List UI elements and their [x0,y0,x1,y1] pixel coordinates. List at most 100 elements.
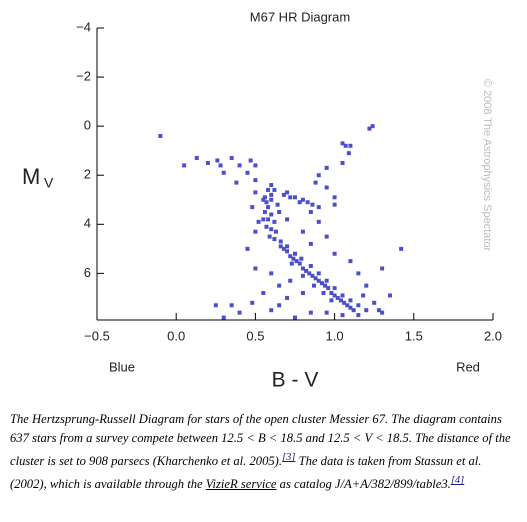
star-point [221,315,226,320]
caption: The Hertzsprung-Russell Diagram for star… [10,410,518,494]
star-point [308,264,313,269]
star-point [288,195,293,200]
star-point [313,180,318,185]
star-point [324,165,329,170]
x-tick-label: 1.0 [326,328,344,343]
star-point [261,291,266,296]
star-point [316,219,321,224]
star-point [291,256,296,261]
star-point [356,303,361,308]
star-point [370,124,375,129]
star-point [316,173,321,178]
star-point [281,246,286,251]
star-point [266,217,271,222]
star-point [356,313,361,318]
star-point [364,283,369,288]
star-point [285,244,290,249]
star-point [253,163,258,168]
star-point [288,254,293,259]
star-point [269,212,274,217]
star-point [262,210,267,215]
star-point [205,160,210,165]
star-point [289,261,294,266]
reference-link[interactable]: [3] [282,452,296,463]
x-axis-label: B - V [272,369,319,392]
star-point [340,293,345,298]
star-point [300,291,305,296]
star-point [293,251,297,256]
star-point [293,195,297,200]
star-point [308,210,313,215]
star-point [237,310,242,315]
star-point [313,276,318,281]
star-point [348,298,353,303]
star-point [269,183,274,188]
x-tick-label: 2.0 [484,328,502,343]
star-point [297,200,302,205]
star-point [269,308,274,313]
caption-text: The Hertzsprung-Russell Diagram for star… [10,412,511,469]
star-point [351,308,356,313]
star-point [288,278,293,283]
star-point [294,259,299,264]
star-point [245,170,250,175]
star-point [329,291,334,296]
star-point [250,205,255,210]
x-tick-label: 1.5 [405,328,423,343]
star-point [297,261,302,266]
star-point [316,271,321,276]
star-point [308,241,313,246]
star-point [218,163,223,168]
star-point [266,187,271,192]
star-point [345,303,350,308]
star-point [310,202,315,207]
star-point [281,192,286,197]
star-point [278,244,283,249]
annotation: Red [456,359,480,374]
star-point [348,305,353,310]
star-point [332,293,337,298]
star-point [221,170,226,175]
star-point [361,293,366,298]
star-point [324,310,329,315]
star-point [248,158,253,163]
reference-link[interactable]: [4] [450,475,465,487]
star-point [326,286,331,291]
vizier-link[interactable]: VizieR service [205,477,277,492]
star-point [380,266,385,271]
star-point [305,200,310,205]
star-point [388,293,393,298]
star-point [372,300,377,305]
star-point [250,300,255,305]
star-point [272,237,277,242]
star-point [300,229,305,234]
star-point [376,308,381,313]
caption-text: The data is taken from Stassun et al. (2… [10,454,482,492]
star-point [272,219,277,224]
star-point [261,197,266,202]
star-point [342,300,347,305]
star-point [364,308,369,313]
star-point [348,259,353,264]
star-point [266,205,271,210]
star-point [194,156,199,161]
star-point [234,180,239,185]
star-point [262,195,267,200]
star-point [253,229,258,234]
star-point [316,278,321,283]
star-point [267,234,272,239]
x-tick-label: 0.5 [246,328,264,343]
star-point [324,278,329,283]
star-point [332,195,337,200]
star-point [319,281,324,286]
star-point [332,286,337,291]
star-point [285,249,290,254]
star-point [277,283,282,288]
star-point [277,303,282,308]
star-point [269,197,274,202]
star-point [356,271,361,276]
star-point [182,163,187,168]
star-point [300,197,305,202]
star-point [300,273,305,278]
